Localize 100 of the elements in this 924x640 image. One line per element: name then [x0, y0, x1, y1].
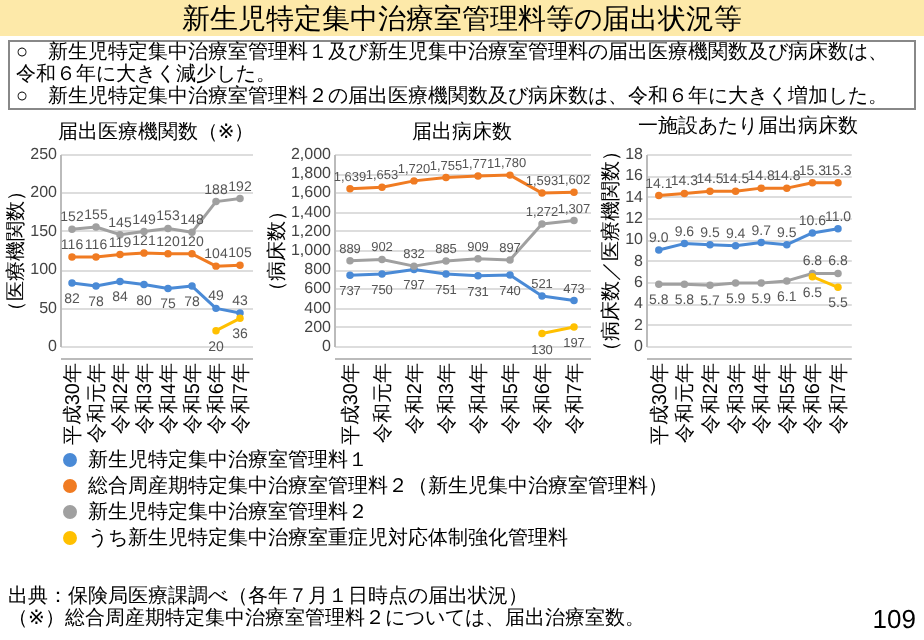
point	[506, 271, 514, 279]
x-tick-label: 令和5年	[499, 363, 523, 435]
x-tick-label: 令和4年	[157, 363, 181, 435]
y-tick-label: 150	[30, 221, 59, 240]
point	[442, 257, 450, 265]
point	[474, 172, 482, 180]
text: （※）総合周産期特定集中治療室管理料２については、届出治療室数。	[8, 608, 645, 630]
y-axis-title: （病床数／医療機関数）	[599, 141, 624, 361]
point	[212, 326, 220, 335]
y-tick-label: 200	[304, 317, 333, 336]
x-tick-label: 令和2年	[403, 363, 427, 435]
x-tick-label: 令和3年	[724, 363, 749, 435]
point	[680, 189, 689, 198]
point	[442, 173, 450, 182]
point	[808, 179, 817, 187]
point	[92, 282, 100, 290]
point	[655, 246, 663, 254]
point	[783, 240, 791, 249]
point	[116, 277, 124, 286]
y-tick-label: 2,000	[290, 145, 333, 163]
x-tick-label: 令和3年	[435, 363, 459, 435]
x-tick-label: 令和6年	[531, 363, 555, 435]
point	[808, 229, 817, 237]
point	[783, 277, 791, 285]
point	[92, 253, 100, 261]
y-tick-label: 600	[304, 279, 333, 298]
point	[538, 292, 546, 300]
x-tick-label: 令和2年	[109, 363, 133, 435]
point	[346, 271, 354, 279]
point	[164, 250, 172, 258]
point	[378, 255, 386, 264]
x-tick-label: 令和7年	[563, 363, 587, 435]
text: 新生児特定集中治療室管理料等の届出状況等	[0, 0, 924, 36]
point	[474, 255, 482, 263]
point	[68, 279, 76, 287]
y-tick-label: 1,200	[290, 221, 333, 240]
point	[757, 279, 765, 287]
x-tick-label: 平成30年	[647, 363, 672, 446]
point	[212, 304, 220, 313]
point	[757, 184, 765, 192]
point	[680, 239, 689, 248]
y-tick-label: 4	[634, 294, 645, 313]
y-tick-label: 14	[625, 187, 645, 206]
point	[236, 194, 244, 203]
text: ○ 新生児特定集中治療室管理料１及び新生児集中治療室管理料の届出医療機関数及び病床数は、令和６年に大きく減少した。	[16, 42, 891, 86]
y-axis-title: （病床数）	[264, 201, 289, 301]
y-tick-label: 1,800	[290, 164, 333, 183]
point	[538, 189, 546, 197]
x-tick-label: 令和5年	[181, 363, 205, 435]
point	[731, 242, 740, 250]
point	[538, 329, 546, 338]
legend-label: うち新生児特定集中治療室重症児対応体制強化管理料	[88, 526, 568, 550]
point	[346, 184, 354, 193]
point	[378, 183, 386, 192]
point	[783, 184, 791, 192]
point	[570, 323, 578, 331]
legend-label: 新生児特定集中治療室管理料１	[88, 448, 368, 472]
y-tick-label: 100	[30, 260, 59, 279]
chart-title: 一施設あたり届出病床数	[638, 114, 859, 138]
y-tick-label: 1,400	[290, 202, 333, 221]
point	[655, 191, 663, 200]
x-tick-label: 令和6年	[801, 363, 826, 435]
point	[188, 250, 196, 258]
x-tick-label: 令和元年	[371, 363, 395, 443]
point	[834, 283, 842, 292]
point	[68, 225, 76, 233]
point	[164, 284, 172, 293]
point	[188, 282, 196, 290]
y-tick-label: 2	[634, 315, 645, 334]
point	[834, 224, 842, 233]
point	[236, 261, 244, 270]
y-tick-label: 50	[39, 298, 59, 317]
y-tick-label: 0	[322, 337, 333, 355]
point	[116, 250, 124, 259]
text: 109	[872, 604, 916, 634]
source-note: 出典：保険局医療課調べ（各年７月１日時点の届出状況）	[8, 586, 528, 608]
chart-title: 届出病床数	[412, 120, 512, 144]
point	[378, 270, 386, 278]
y-tick-label: 12	[625, 209, 645, 227]
y-tick-label: 10	[625, 230, 645, 249]
point	[706, 240, 714, 249]
point	[92, 223, 100, 231]
x-tick-label: 平成30年	[61, 363, 85, 446]
chart-title: 届出医療機関数（※）	[57, 120, 255, 144]
point	[212, 262, 220, 270]
legend-label: 総合周産期特定集中治療室管理料２（新生児集中治療室管理料）	[86, 474, 668, 498]
point	[706, 187, 714, 196]
y-tick-label: 250	[30, 145, 59, 163]
point	[506, 256, 514, 264]
y-tick-label: 6	[634, 273, 645, 291]
x-tick-label: 令和7年	[229, 363, 253, 435]
point	[346, 256, 354, 265]
point	[68, 253, 76, 261]
y-tick-label: 0	[48, 337, 59, 355]
point	[706, 281, 714, 289]
y-tick-label: 16	[625, 166, 645, 185]
x-tick-label: 令和7年	[827, 363, 851, 435]
y-tick-label: 1,000	[290, 241, 333, 259]
x-tick-label: 令和4年	[750, 363, 775, 435]
text: ○ 新生児特定集中治療室管理料２の届出医療機関数及び病床数は、令和６年に大きく増加した。	[16, 86, 891, 108]
